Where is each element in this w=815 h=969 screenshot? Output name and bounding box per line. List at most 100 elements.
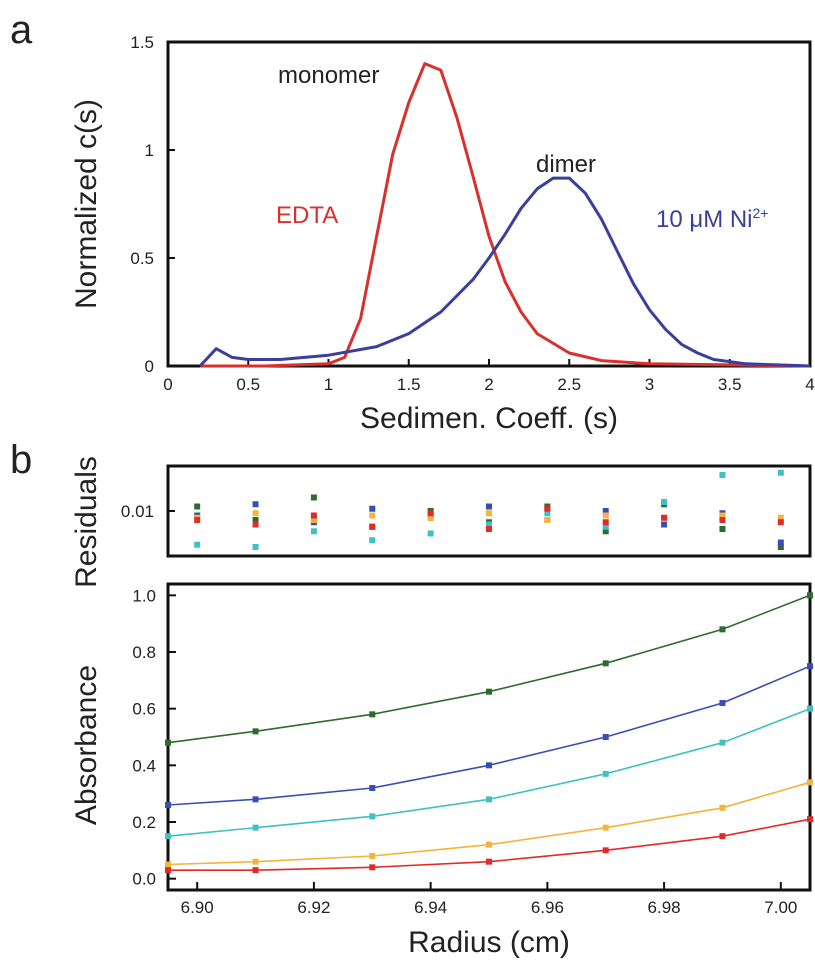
residual-point (661, 499, 668, 505)
x-axis-label-b: Radius (cm) (408, 926, 570, 959)
absorbance-point (369, 785, 376, 791)
y-tick-label-a: 1 (145, 141, 154, 160)
x-tick-label-a: 2 (484, 375, 493, 394)
residual-point (719, 512, 726, 519)
x-tick-label-b: 6.94 (414, 898, 447, 917)
x-axis-label-a: Sedimen. Coeff. (s) (360, 402, 618, 435)
absorbance-point (369, 864, 376, 871)
panel-b-residuals: 0.01 Residuals (70, 456, 812, 588)
absorbance-point (252, 796, 259, 803)
y-axis-label-a: Normalized c(s) (70, 99, 103, 309)
residual-point (602, 508, 609, 514)
residual-point (486, 510, 492, 517)
absorbance-point (486, 796, 492, 803)
absorbance-point (486, 762, 492, 769)
residual-point (544, 510, 551, 517)
panel-label-b: b (10, 438, 32, 482)
y-axis-label-absorbance: Absorbance (70, 665, 103, 825)
residual-point (661, 514, 668, 521)
absorbance-point (252, 728, 259, 735)
absorbance-point (165, 833, 171, 840)
y-tick-label-a: 0 (145, 357, 154, 376)
fit-line (167, 781, 811, 866)
residual-point (310, 512, 317, 519)
y-tick-label-b: 0.4 (132, 756, 156, 775)
residual-point (427, 514, 434, 521)
residual-point (602, 528, 609, 535)
absorbance-point (165, 861, 171, 868)
absorbance-point (252, 867, 259, 874)
x-tick-label-a: 2.5 (557, 375, 581, 394)
plot-b-absorbance-frame (166, 582, 812, 892)
residual-point (427, 510, 434, 517)
x-tick-label-a: 4 (805, 375, 814, 394)
residual-point (602, 519, 609, 526)
x-tick-label-a: 3.5 (718, 375, 742, 394)
absorbance-point (719, 700, 726, 706)
x-tick-label-b: 7.00 (764, 898, 797, 917)
panel-b-absorbance: 6.90 6.92 6.94 6.96 6.98 7.00 0.0 0.2 0.4 0.6 0.8 1… (70, 582, 813, 959)
residual-point (310, 517, 317, 523)
absorbance-point (719, 804, 726, 811)
residual-point (369, 512, 376, 519)
panel-label-a: a (10, 8, 33, 52)
fit-line (167, 665, 811, 806)
absorbance-point (807, 816, 813, 823)
residual-point (194, 517, 201, 523)
x-tick-label-a: 1.5 (397, 375, 421, 394)
x-tick-label-b: 6.98 (648, 898, 681, 917)
residual-point (427, 530, 434, 537)
residual-point (777, 469, 784, 476)
absorbance-point (602, 734, 609, 740)
annotation-dimer: dimer (536, 151, 596, 178)
residual-point (719, 472, 726, 478)
fit-line (167, 707, 811, 837)
y-tick-label-b: 0.0 (132, 870, 156, 889)
y-axis-label-residuals: Residuals (70, 456, 103, 588)
residual-point (252, 517, 259, 523)
x-tick-label-b: 6.92 (297, 898, 330, 917)
absorbance-point (807, 663, 813, 670)
residual-point (719, 517, 726, 523)
y-tick-label-b: 0.8 (132, 643, 156, 662)
absorbance-point (486, 858, 492, 865)
x-tick-label-b: 6.90 (181, 898, 214, 917)
x-tick-label-a: 1 (324, 375, 333, 394)
y-tick-label-a: 0.5 (130, 249, 154, 268)
residual-point (310, 528, 317, 535)
residual-point (777, 514, 784, 521)
residual-point (252, 544, 259, 550)
absorbance-point (165, 867, 171, 874)
annotation-edta: EDTA (276, 202, 338, 229)
y-tick-label-a: 1.5 (130, 33, 154, 52)
absorbance-point (807, 705, 813, 712)
absorbance-point (369, 813, 376, 820)
y-tick-label-b: 0.2 (132, 813, 156, 832)
absorbance-point (807, 779, 813, 786)
residual-point (369, 523, 376, 530)
absorbance-point (252, 824, 259, 831)
residual-point (777, 544, 784, 550)
residual-point (369, 537, 376, 544)
series-line-ni (199, 176, 811, 368)
absorbance-point (602, 824, 609, 831)
y-tick-label-residuals: 0.01 (121, 502, 154, 521)
annotation-ni-superscript: 2+ (753, 205, 769, 221)
y-tick-label-b: 0.6 (132, 700, 156, 719)
residual-point (486, 503, 492, 510)
absorbance-point (719, 739, 726, 746)
x-tick-label-a: 0.5 (236, 375, 260, 394)
residual-point (719, 526, 726, 532)
residual-point (602, 523, 609, 530)
series-line-edta (200, 62, 811, 368)
absorbance-point (252, 858, 259, 865)
residual-point (252, 510, 259, 517)
absorbance-point (602, 770, 609, 777)
absorbance-point (486, 841, 492, 848)
panel-a-chart: 0 0.5 1 1.5 2 2.5 3 3.5 4 0 0.5 1 1.5 Sedimen. Coeff… (70, 33, 815, 435)
residual-point (544, 505, 551, 512)
annotation-monomer: monomer (278, 62, 379, 89)
absorbance-point (807, 592, 813, 599)
absorbance-point (369, 711, 376, 718)
